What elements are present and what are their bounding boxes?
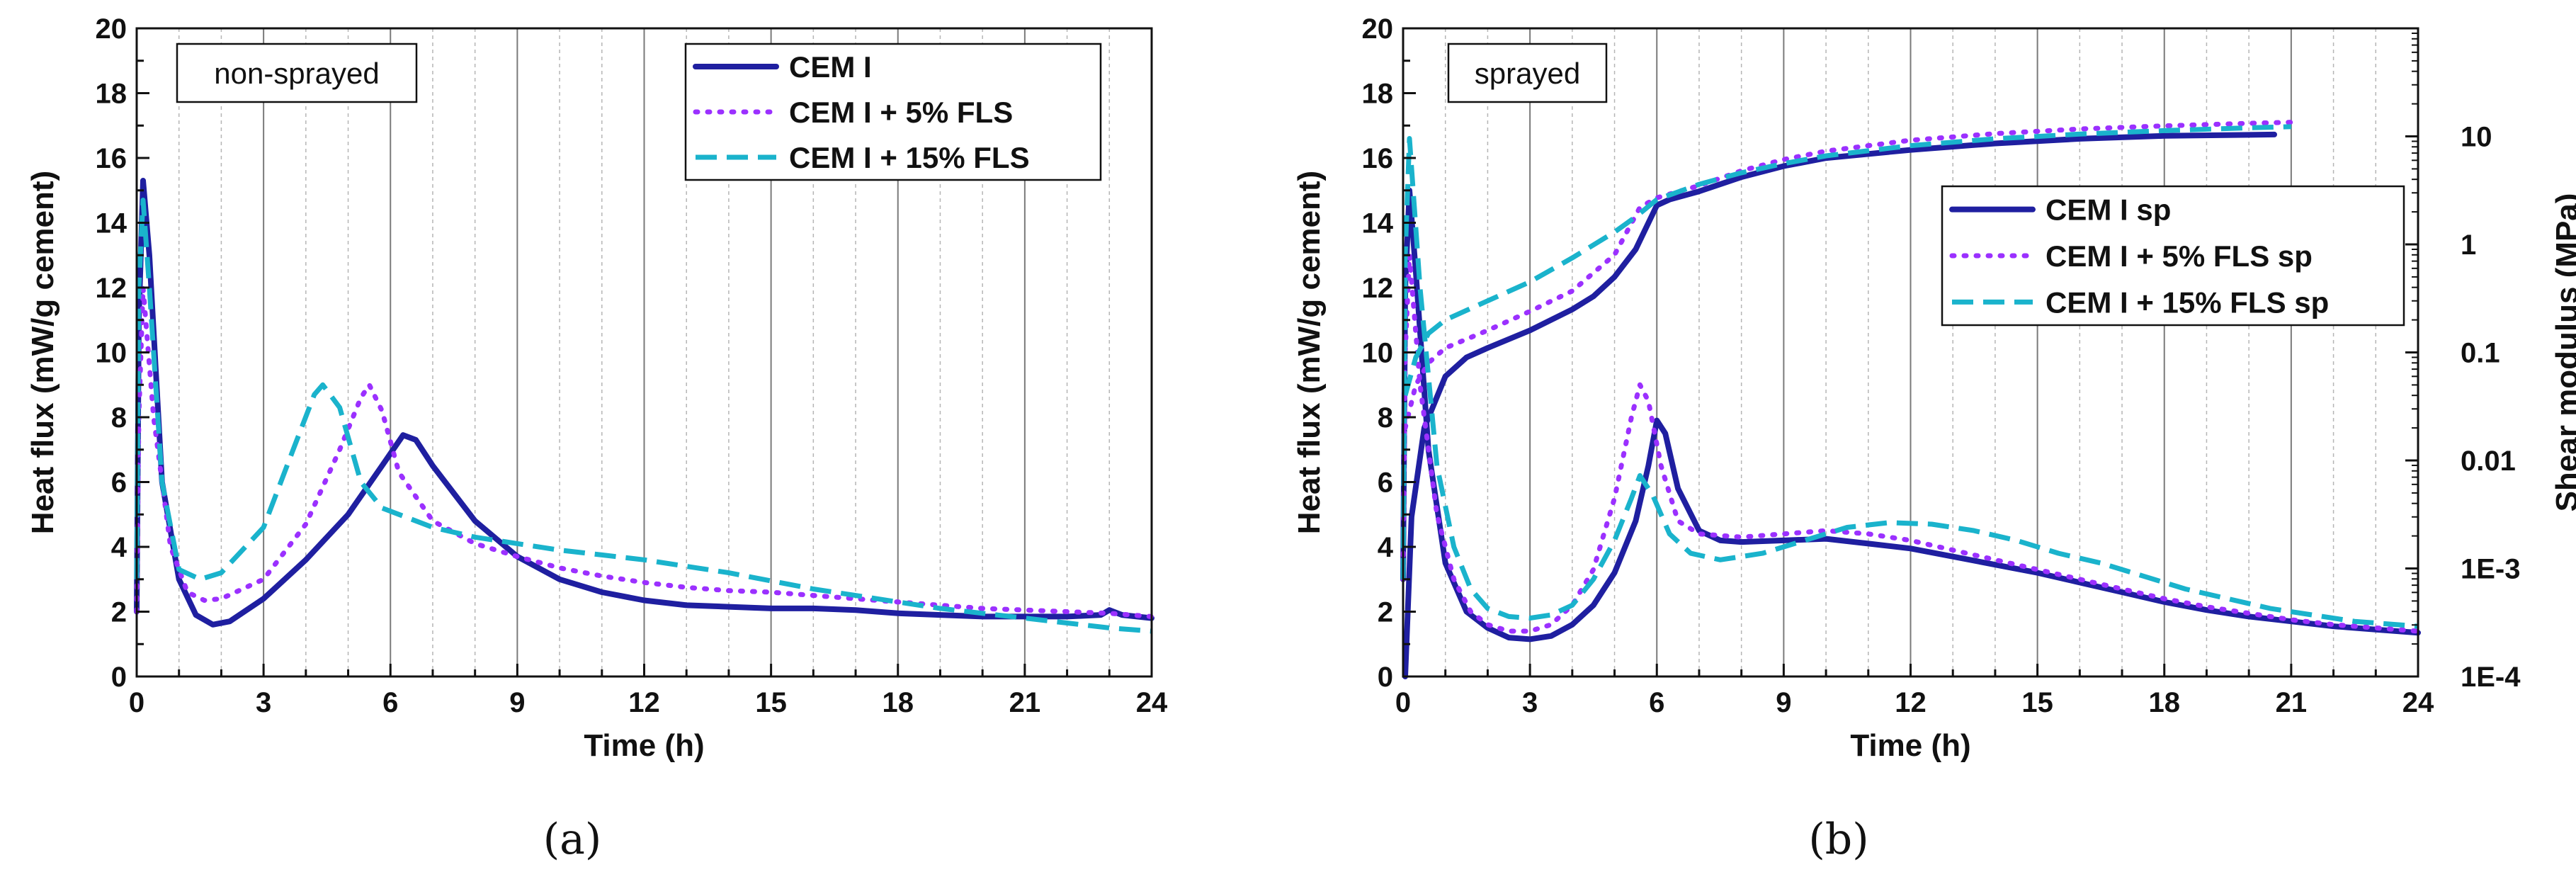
legend-label: CEM I + 5% FLS sp — [2046, 239, 2313, 273]
y-axis-label: Heat flux (mW/g cement) — [1292, 171, 1327, 534]
y-tick-label: 14 — [96, 208, 127, 239]
x-tick-label: 21 — [1009, 687, 1041, 718]
legend-label: CEM I — [789, 50, 872, 84]
series-line-3-heat-flux — [134, 198, 1152, 634]
y2-axis: 10 1 0.1 0.01 1E-3 1E-4 Shear modulus (MPa) — [2405, 32, 2576, 693]
y-tick-label: 2 — [111, 597, 127, 628]
legend-label: CEM I sp — [2046, 193, 2171, 227]
y-tick-label: 6 — [111, 468, 127, 499]
panel-label: (a) — [543, 815, 602, 864]
y-tick-label: 18 — [96, 79, 127, 110]
y-axis-label: Heat flux (mW/g cement) — [25, 171, 60, 534]
series-line-3-heat-flux — [1400, 136, 2419, 629]
x-tick-label: 24 — [1136, 687, 1168, 718]
x-tick-label: 6 — [1649, 687, 1664, 718]
y-tick-label: 20 — [1362, 13, 1394, 45]
x-tick-label: 21 — [2276, 687, 2308, 718]
x-tick-label: 0 — [129, 687, 144, 718]
legend: CEM I sp CEM I + 5% FLS sp CEM I + 15% FLS… — [1941, 185, 2405, 327]
condition-annotation: sprayed — [1447, 43, 1608, 103]
series-line-3-shear-modulus — [1402, 124, 2291, 397]
y2-tick-label: 1 — [2461, 230, 2476, 261]
y-axis: 0 2 4 6 8 10 12 14 16 18 20 Heat flux (mW/g cement) — [25, 13, 149, 693]
x-tick-label: 3 — [256, 687, 271, 718]
y-tick-label: 6 — [1378, 468, 1393, 499]
x-tick-label: 9 — [1776, 687, 1791, 718]
legend-label: CEM I + 15% FLS — [789, 141, 1030, 174]
y-tick-label: 12 — [96, 273, 127, 304]
x-tick-label: 6 — [382, 687, 398, 718]
y-tick-label: 18 — [1362, 79, 1394, 110]
x-tick-label: 15 — [755, 687, 787, 718]
y-tick-label: 8 — [1378, 402, 1393, 434]
y-tick-label: 12 — [1362, 273, 1394, 304]
x-axis: 0 3 6 9 12 15 18 21 24 Time (h) — [129, 664, 1168, 763]
y-tick-label: 8 — [111, 402, 127, 434]
legend-label: CEM I + 15% FLS sp — [2046, 285, 2329, 319]
x-tick-label: 15 — [2021, 687, 2053, 718]
y-tick-label: 14 — [1362, 208, 1394, 239]
x-axis-label: Time (h) — [584, 728, 704, 763]
x-tick-label: 0 — [1395, 687, 1411, 718]
y-tick-label: 16 — [96, 143, 127, 174]
y2-tick-label: 0.01 — [2461, 446, 2516, 477]
annotation-text: sprayed — [1475, 57, 1580, 90]
y2-tick-label: 10 — [2461, 122, 2492, 153]
condition-annotation: non-sprayed — [176, 43, 418, 103]
legend-label: CEM I + 5% FLS — [789, 96, 1013, 129]
series-line-2-heat-flux — [134, 285, 1154, 619]
series-line-2-heat-flux — [1400, 252, 2421, 634]
legend: CEM I CEM I + 5% FLS CEM I + 15% FLS — [684, 43, 1102, 181]
y-tick-label: 10 — [1362, 338, 1394, 369]
y-tick-label: 10 — [96, 338, 127, 369]
x-axis-label: Time (h) — [1850, 728, 1970, 763]
y-tick-label: 16 — [1362, 143, 1394, 174]
x-tick-label: 3 — [1522, 687, 1538, 718]
series-line-1-heat-flux — [1400, 187, 2421, 642]
y2-axis-label: Shear modulus (MPa) — [2550, 193, 2576, 512]
series-lines — [134, 178, 1154, 634]
series-lines — [1400, 120, 2421, 679]
x-tick-label: 9 — [509, 687, 525, 718]
x-tick-label: 12 — [1895, 687, 1927, 718]
panel-label: (b) — [1808, 815, 1868, 864]
y-tick-label: 4 — [1378, 532, 1394, 563]
y2-tick-label: 1E-3 — [2461, 554, 2521, 585]
x-tick-label: 12 — [628, 687, 660, 718]
y-axis: 0 2 4 6 8 10 12 14 16 18 20 Heat flux (mW/g cement) — [1292, 13, 1416, 693]
x-tick-label: 24 — [2402, 687, 2434, 718]
y-tick-label: 0 — [111, 662, 127, 693]
x-tick-label: 18 — [883, 687, 914, 718]
y-tick-label: 20 — [96, 13, 127, 45]
series-line-2-shear-modulus — [1402, 120, 2294, 431]
annotation-box — [176, 43, 418, 103]
series-line-1-shear-modulus — [1402, 131, 2277, 679]
x-axis: 0 3 6 9 12 15 18 21 24 Time (h) — [1395, 664, 2434, 763]
grid-lines — [1444, 28, 2377, 676]
y2-tick-label: 0.1 — [2461, 338, 2500, 369]
annotation-box — [1447, 43, 1608, 103]
y-tick-label: 0 — [1378, 662, 1393, 693]
annotation-text: non-sprayed — [214, 57, 379, 90]
y-tick-label: 4 — [111, 532, 127, 563]
x-tick-label: 18 — [2149, 687, 2181, 718]
y2-tick-label: 1E-4 — [2461, 662, 2521, 693]
y-tick-label: 2 — [1378, 597, 1393, 628]
